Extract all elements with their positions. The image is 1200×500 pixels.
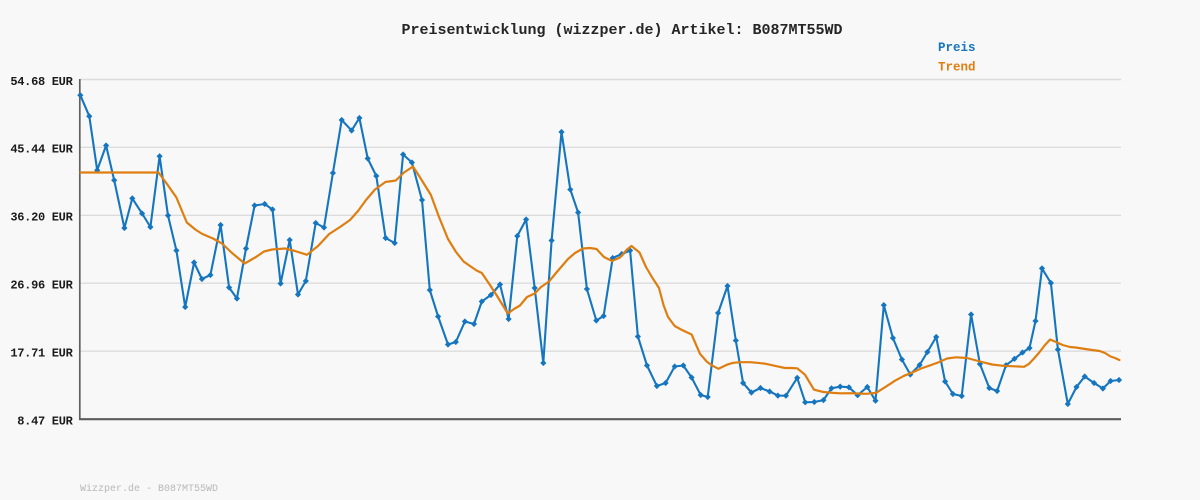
- svg-text:45.44 EUR: 45.44 EUR: [10, 143, 73, 157]
- svg-text:Wizzper.de - B087MT55WD: Wizzper.de - B087MT55WD: [80, 483, 218, 495]
- svg-text:17.71 EUR: 17.71 EUR: [10, 347, 73, 361]
- svg-text:36.20 EUR: 36.20 EUR: [10, 211, 73, 225]
- svg-text:Preis: Preis: [938, 41, 976, 55]
- svg-text:26.96 EUR: 26.96 EUR: [10, 279, 73, 293]
- svg-text:Preisentwicklung (wizzper.de): Preisentwicklung (wizzper.de) Artikel: B…: [401, 22, 842, 39]
- svg-text:54.68 EUR: 54.68 EUR: [10, 75, 73, 89]
- svg-text:Trend: Trend: [938, 61, 976, 75]
- svg-text:8.47 EUR: 8.47 EUR: [17, 414, 73, 428]
